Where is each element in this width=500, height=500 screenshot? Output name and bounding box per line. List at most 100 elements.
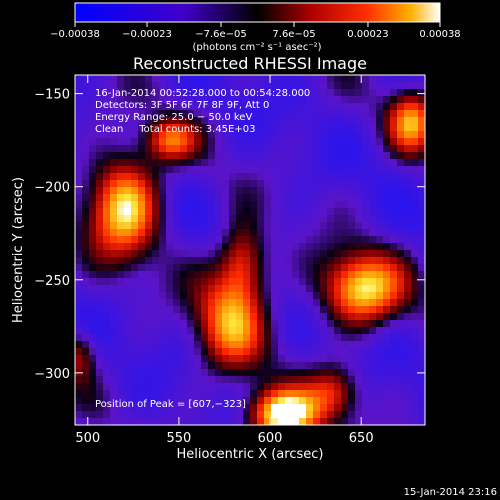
heatmap-cell xyxy=(173,208,181,216)
heatmap-cell xyxy=(75,145,83,153)
heatmap-cell xyxy=(173,418,181,425)
heatmap-cell xyxy=(390,117,398,125)
heatmap-cell xyxy=(376,397,384,405)
heatmap-cell xyxy=(278,320,286,328)
heatmap-cell xyxy=(271,103,279,111)
heatmap-cell xyxy=(257,404,265,412)
heatmap-cell xyxy=(348,285,356,293)
heatmap-cell xyxy=(362,229,370,237)
heatmap-cell xyxy=(243,152,251,160)
heatmap-cell xyxy=(264,292,272,300)
heatmap-cell xyxy=(103,243,111,251)
heatmap-cell xyxy=(257,222,265,230)
heatmap-cell xyxy=(194,334,202,342)
heatmap-cell xyxy=(152,383,160,391)
heatmap-cell xyxy=(341,96,349,104)
heatmap-cell xyxy=(257,271,265,279)
heatmap-cell xyxy=(187,376,195,384)
heatmap-cell xyxy=(236,103,244,111)
heatmap-cell xyxy=(390,362,398,370)
heatmap-cell xyxy=(215,292,223,300)
heatmap-cell xyxy=(271,404,279,412)
heatmap-cell xyxy=(292,348,300,356)
heatmap-cell xyxy=(376,194,384,202)
heatmap-cell xyxy=(313,250,321,258)
heatmap-cell xyxy=(180,124,188,132)
heatmap-cell xyxy=(397,110,405,118)
heatmap-cell xyxy=(327,124,335,132)
heatmap-cell xyxy=(75,285,83,293)
heatmap-cell xyxy=(159,222,167,230)
heatmap-cell xyxy=(201,243,209,251)
heatmap-cell xyxy=(355,264,363,272)
heatmap-cell xyxy=(299,229,307,237)
heatmap-cell xyxy=(264,320,272,328)
heatmap-cell xyxy=(82,96,90,104)
heatmap-cell xyxy=(418,159,425,167)
heatmap-cell xyxy=(327,411,335,419)
heatmap-cell xyxy=(208,390,216,398)
heatmap-cell xyxy=(334,390,342,398)
heatmap-cell xyxy=(355,229,363,237)
heatmap-cell xyxy=(292,173,300,181)
heatmap-cell xyxy=(341,418,349,425)
heatmap-cell xyxy=(138,362,146,370)
heatmap-cell xyxy=(299,348,307,356)
heatmap-cell xyxy=(236,110,244,118)
heatmap-cell xyxy=(117,75,125,83)
heatmap-cell xyxy=(159,152,167,160)
heatmap-cell xyxy=(397,418,405,425)
heatmap-cell xyxy=(299,327,307,335)
heatmap-cell xyxy=(264,152,272,160)
heatmap-cell xyxy=(271,180,279,188)
heatmap-cell xyxy=(292,243,300,251)
heatmap-cell xyxy=(278,369,286,377)
heatmap-cell xyxy=(103,376,111,384)
heatmap-cell xyxy=(320,383,328,391)
heatmap-cell xyxy=(96,124,104,132)
heatmap-cell xyxy=(243,194,251,202)
heatmap-cell xyxy=(96,264,104,272)
heatmap-cell xyxy=(131,355,139,363)
x-tick-label: 600 xyxy=(258,431,283,446)
heatmap-cell xyxy=(285,418,293,425)
heatmap-cell xyxy=(82,89,90,97)
heatmap-cell xyxy=(313,418,321,425)
heatmap-cell xyxy=(222,208,230,216)
heatmap-cell xyxy=(89,362,97,370)
heatmap-cell xyxy=(369,313,377,321)
heatmap-cell xyxy=(96,306,104,314)
heatmap-cell xyxy=(194,348,202,356)
heatmap-cell xyxy=(285,75,293,83)
heatmap-cell xyxy=(110,75,118,83)
heatmap-cell xyxy=(166,383,174,391)
heatmap-cell xyxy=(390,383,398,391)
heatmap-cell xyxy=(348,229,356,237)
heatmap-cell xyxy=(257,201,265,209)
heatmap-cell xyxy=(334,89,342,97)
heatmap-cell xyxy=(250,348,258,356)
heatmap-cell xyxy=(257,397,265,405)
heatmap-cell xyxy=(215,299,223,307)
y-tick-label: −200 xyxy=(34,181,70,196)
heatmap-cell xyxy=(103,362,111,370)
heatmap-cell xyxy=(75,166,83,174)
heatmap-cell xyxy=(110,292,118,300)
heatmap-cell xyxy=(327,383,335,391)
heatmap-cell xyxy=(264,313,272,321)
heatmap-cell xyxy=(138,418,146,425)
heatmap-cell xyxy=(348,278,356,286)
heatmap-cell xyxy=(180,257,188,265)
heatmap-cell xyxy=(383,271,391,279)
heatmap-cell xyxy=(411,341,419,349)
heatmap-cell xyxy=(285,236,293,244)
heatmap-cell xyxy=(257,138,265,146)
heatmap-cell xyxy=(327,96,335,104)
heatmap-cell xyxy=(117,320,125,328)
heatmap-cell xyxy=(320,320,328,328)
heatmap-cell xyxy=(341,369,349,377)
heatmap-cell xyxy=(180,131,188,139)
heatmap-cell xyxy=(138,383,146,391)
heatmap-cell xyxy=(341,306,349,314)
heatmap-cell xyxy=(257,369,265,377)
